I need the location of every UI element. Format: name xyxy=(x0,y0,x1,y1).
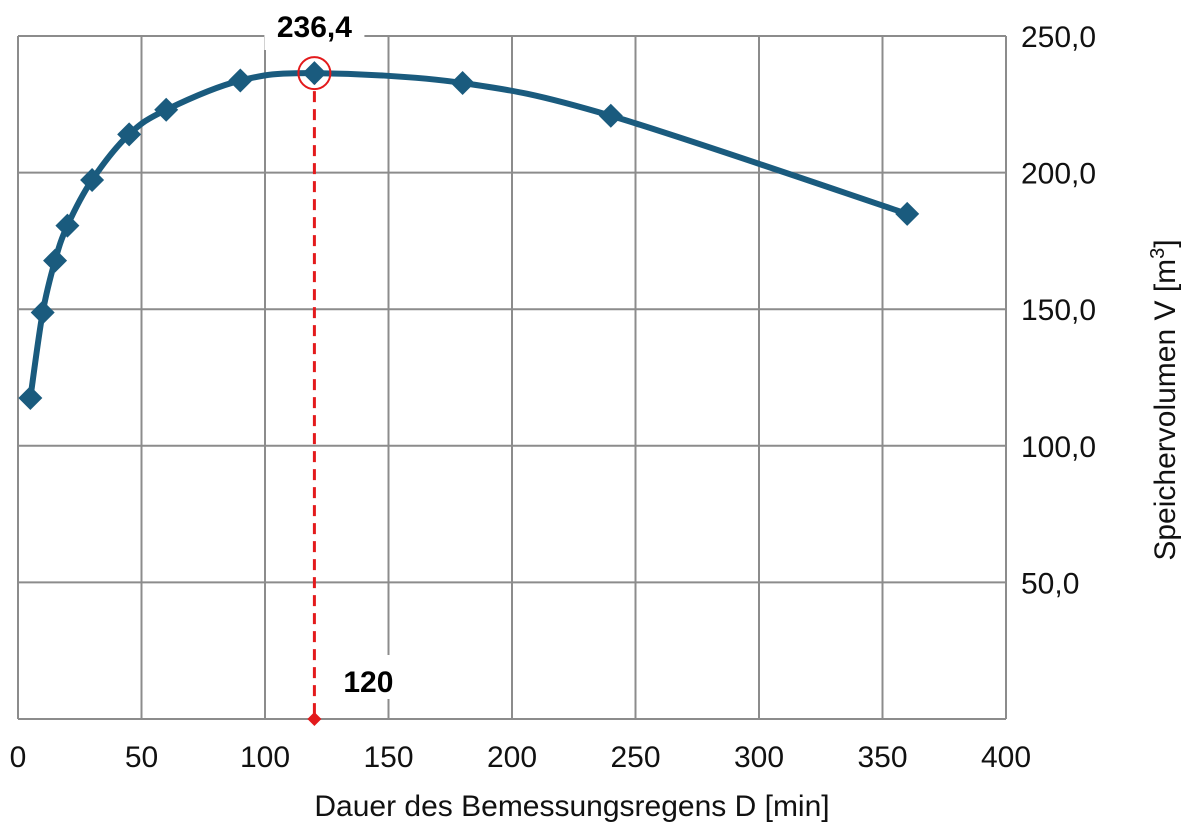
y-tick-labels: 50,0 100,0 150,0 200,0 250,0 xyxy=(1021,21,1096,600)
y-tick-label: 250,0 xyxy=(1021,21,1096,54)
y-axis-title: Speichervolumen V [m3] xyxy=(1147,239,1182,560)
max-x-label: 120 xyxy=(343,666,393,699)
series-layer xyxy=(18,56,920,410)
y-axis-title-superscript: 3 xyxy=(1147,248,1169,259)
x-tick-label: 0 xyxy=(10,741,27,774)
max-guide xyxy=(307,73,322,726)
data-point-3 xyxy=(55,213,80,238)
y-tick-label: 50,0 xyxy=(1021,567,1079,600)
max-value-label: 236,4 xyxy=(277,11,352,44)
data-point-10 xyxy=(598,103,623,128)
data-point-11 xyxy=(895,201,920,226)
x-tick-label: 50 xyxy=(125,741,158,774)
x-tick-label: 350 xyxy=(857,741,907,774)
data-point-7 xyxy=(228,68,253,93)
x-tick-label: 400 xyxy=(981,741,1031,774)
series-line-0 xyxy=(27,70,911,401)
y-tick-label: 100,0 xyxy=(1021,431,1096,464)
max-value-label-bg xyxy=(264,6,365,50)
x-tick-label: 150 xyxy=(363,741,413,774)
data-point-1 xyxy=(30,300,55,325)
data-point-8 xyxy=(302,61,327,86)
max-x-marker xyxy=(307,712,322,726)
max-x-label-bg xyxy=(339,655,405,699)
y-axis-title-close: ] xyxy=(1149,239,1182,247)
data-point-9 xyxy=(450,70,475,95)
data-point-0 xyxy=(18,385,43,410)
x-tick-label: 300 xyxy=(734,741,784,774)
y-axis-title-main: Speichervolumen V [m xyxy=(1149,259,1182,561)
annotation-backgrounds xyxy=(264,6,405,699)
y-tick-label: 150,0 xyxy=(1021,294,1096,327)
max-point-circle xyxy=(297,56,332,91)
data-point-6 xyxy=(154,97,179,122)
data-point-2 xyxy=(43,248,68,273)
x-tick-label: 100 xyxy=(240,741,290,774)
data-point-5 xyxy=(117,122,142,147)
x-tick-label: 250 xyxy=(610,741,660,774)
x-axis-title: Dauer des Bemessungsregens D [min] xyxy=(314,790,829,823)
x-tick-label: 200 xyxy=(487,741,537,774)
y-tick-label: 200,0 xyxy=(1021,158,1096,191)
x-tick-labels: 0 50 100 150 200 250 300 350 400 xyxy=(10,741,1031,774)
data-point-4 xyxy=(80,167,105,192)
grid-lines xyxy=(17,35,1007,720)
